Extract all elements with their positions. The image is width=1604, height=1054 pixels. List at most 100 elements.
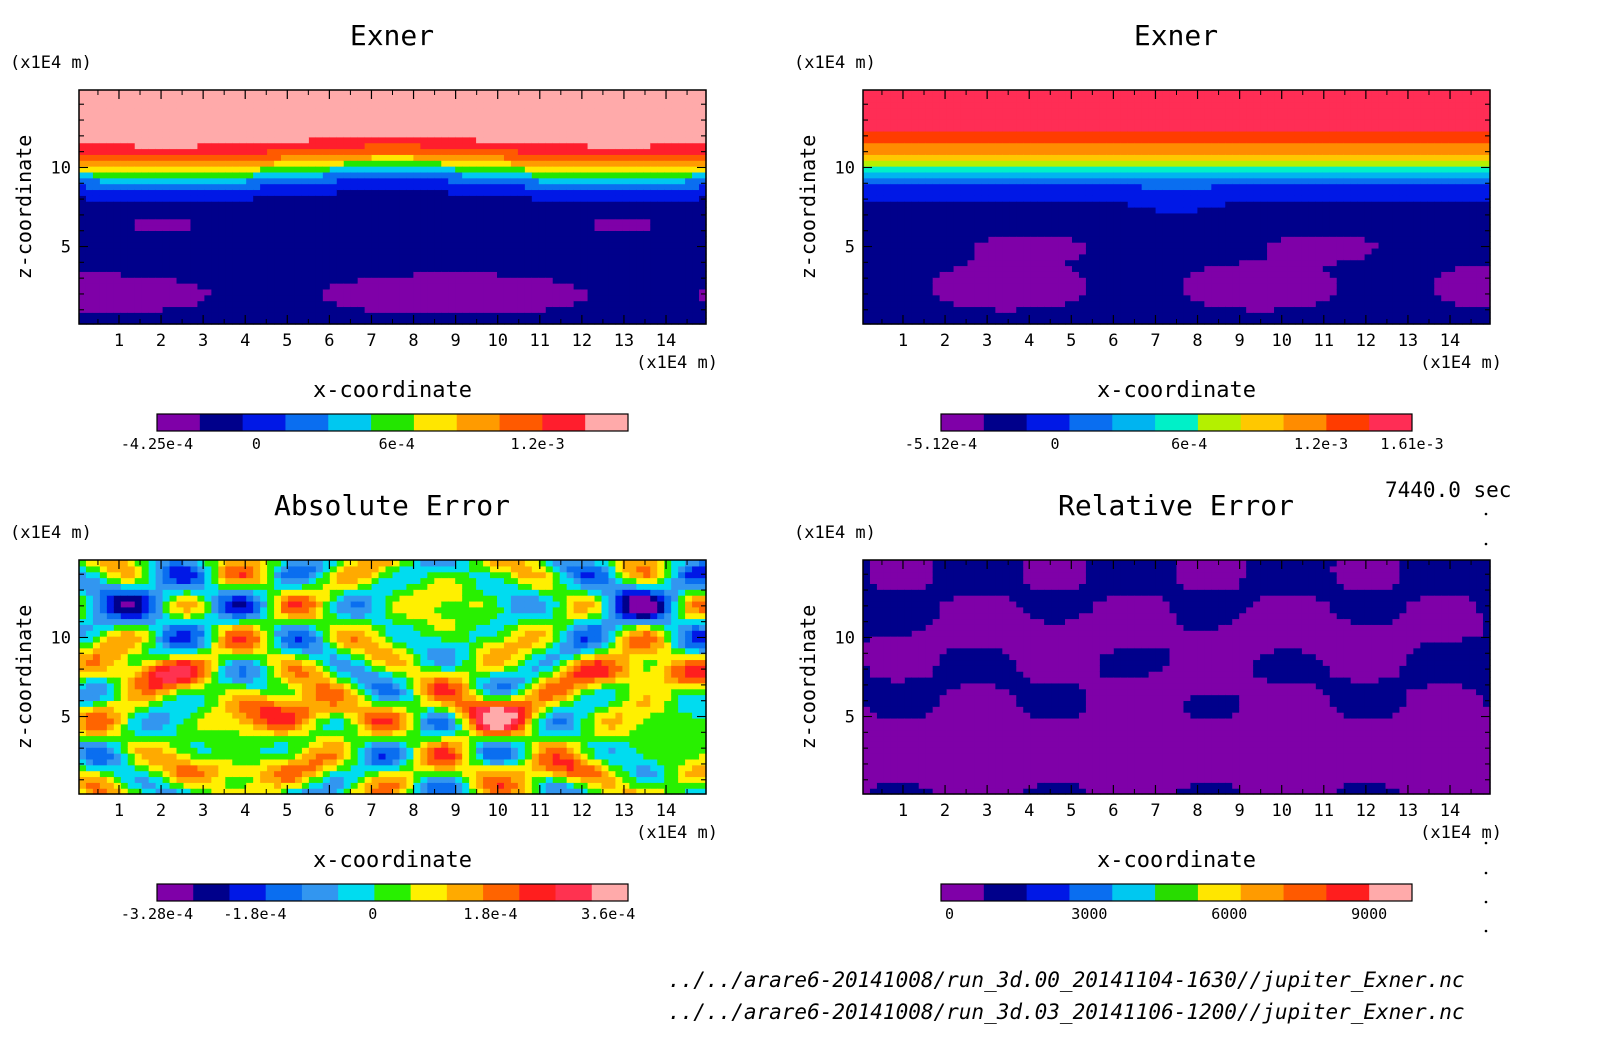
heatmap-cell xyxy=(974,160,983,167)
heatmap-cell xyxy=(190,154,199,161)
heatmap-cell xyxy=(99,207,108,214)
heatmap-cell xyxy=(988,171,996,179)
heatmap-cell xyxy=(406,283,414,290)
heatmap-cell xyxy=(469,171,477,179)
heatmap-cell xyxy=(413,160,421,167)
heatmap-cell xyxy=(517,113,526,120)
heatmap-cell xyxy=(1037,253,1045,261)
heatmap-cell xyxy=(545,177,554,185)
heatmap-cell xyxy=(869,236,878,243)
heatmap-cell xyxy=(92,306,101,313)
heatmap-cell xyxy=(260,236,268,243)
heatmap-cell xyxy=(225,277,233,284)
heatmap-cell xyxy=(406,247,414,255)
heatmap-cell xyxy=(483,253,491,261)
heatmap-cell xyxy=(448,224,456,231)
heatmap-cell xyxy=(524,318,533,325)
heatmap-cell xyxy=(92,107,101,114)
heatmap-cell xyxy=(246,288,254,296)
heatmap-cell xyxy=(385,113,394,120)
heatmap-cell xyxy=(559,224,568,231)
heatmap-cell xyxy=(559,90,568,97)
heatmap-cell xyxy=(981,300,989,308)
heatmap-cell xyxy=(1030,283,1038,290)
heatmap-cell xyxy=(427,101,435,109)
heatmap-cell xyxy=(946,90,955,97)
heatmap-cell xyxy=(510,201,519,208)
heatmap-cell xyxy=(225,288,233,296)
heatmap-cell xyxy=(1037,142,1045,150)
heatmap-cell xyxy=(350,259,359,267)
heatmap-cell xyxy=(434,318,442,325)
heatmap-cell xyxy=(1051,90,1059,97)
heatmap-cell xyxy=(364,300,373,308)
heatmap-cell xyxy=(967,125,976,132)
heatmap-cell xyxy=(176,160,185,167)
heatmap-cell xyxy=(288,195,296,202)
heatmap-cell xyxy=(455,119,463,126)
heatmap-cell xyxy=(911,119,920,126)
heatmap-cell xyxy=(260,212,268,220)
heatmap-cell xyxy=(497,283,505,290)
heatmap-cell xyxy=(587,136,596,144)
heatmap-cell xyxy=(197,212,205,220)
heatmap-cell xyxy=(406,142,414,150)
heatmap-cell xyxy=(566,183,575,191)
heatmap-cell xyxy=(671,277,679,284)
heatmap-cell xyxy=(427,253,435,261)
heatmap-cell xyxy=(1072,177,1080,185)
heatmap-cell xyxy=(148,218,157,226)
heatmap-cell xyxy=(967,236,976,243)
heatmap-cell xyxy=(483,230,491,237)
heatmap-cell xyxy=(294,136,303,144)
heatmap-cell xyxy=(883,142,892,150)
heatmap-cell xyxy=(559,259,568,267)
colorbar-swatch xyxy=(157,414,201,431)
heatmap-cell xyxy=(869,201,878,208)
heatmap-cell xyxy=(162,142,171,150)
heatmap-cell xyxy=(357,177,366,185)
heatmap-cell xyxy=(399,90,408,97)
heatmap-cell xyxy=(364,212,373,220)
heatmap-cell xyxy=(890,201,899,208)
heatmap-cell xyxy=(685,230,693,237)
heatmap-cell xyxy=(883,236,892,243)
heatmap-cell xyxy=(448,195,456,202)
heatmap-cell xyxy=(343,189,352,196)
heatmap-cell xyxy=(315,142,324,150)
heatmap-cell xyxy=(448,101,456,109)
heatmap-cell xyxy=(308,277,317,284)
heatmap-cell xyxy=(869,247,878,255)
heatmap-cell xyxy=(601,148,610,155)
heatmap-cell xyxy=(483,107,491,114)
heatmap-cell xyxy=(615,271,623,278)
heatmap-cell xyxy=(420,195,428,202)
heatmap-cell xyxy=(497,288,505,296)
heatmap-cell xyxy=(448,189,456,196)
heatmap-cell xyxy=(455,218,463,226)
heatmap-cell xyxy=(601,207,610,214)
heatmap-cell xyxy=(169,201,178,208)
heatmap-cell xyxy=(267,177,275,185)
heatmap-cell xyxy=(664,113,672,120)
heatmap-cell xyxy=(960,166,969,173)
heatmap-cell xyxy=(329,166,338,173)
heatmap-cell xyxy=(469,148,477,155)
heatmap-cell xyxy=(469,160,477,167)
heatmap-cell xyxy=(462,253,470,261)
heatmap-cell xyxy=(974,247,983,255)
heatmap-cell xyxy=(1002,294,1010,302)
heatmap-cell xyxy=(371,288,380,296)
heatmap-cell xyxy=(301,271,310,278)
heatmap-cell xyxy=(483,306,491,313)
heatmap-cell xyxy=(918,259,927,267)
heatmap-cell xyxy=(601,90,610,97)
heatmap-cell xyxy=(678,265,686,272)
heatmap-cell xyxy=(1065,207,1073,214)
heatmap-cell xyxy=(260,130,268,138)
heatmap-cell xyxy=(953,130,962,138)
heatmap-cell xyxy=(503,171,512,179)
heatmap-cell xyxy=(517,189,526,196)
heatmap-cell xyxy=(497,160,505,167)
heatmap-cell xyxy=(545,236,554,243)
